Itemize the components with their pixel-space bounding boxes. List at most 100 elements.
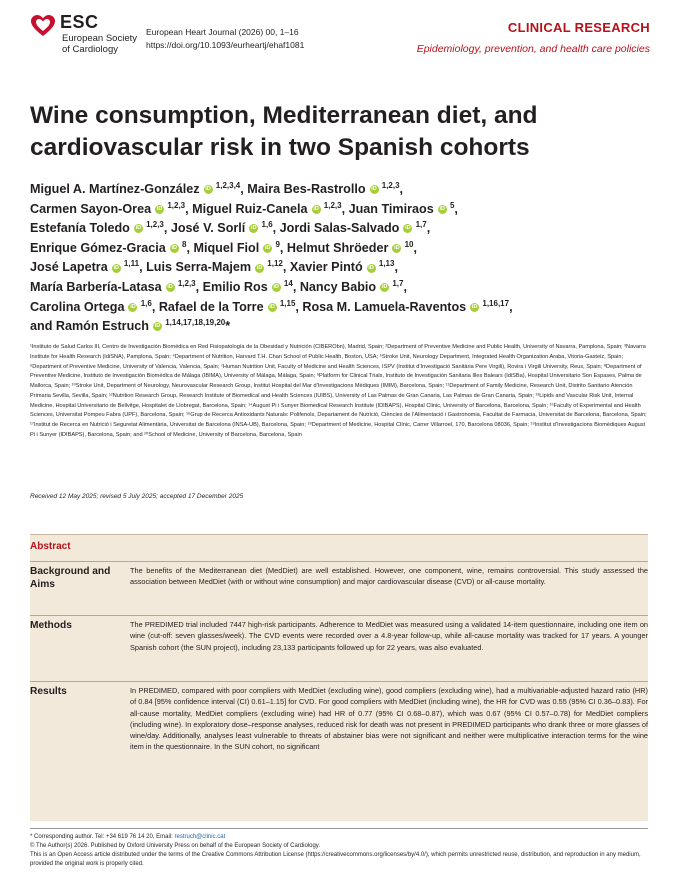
author-affiliation-numbers: 1,15	[277, 298, 296, 308]
author-name: Luis Serra-Majem	[146, 260, 252, 275]
author: Miguel Ruiz-Canela iD 1,2,3,	[192, 200, 345, 216]
author: Estefanía Toledo iD 1,2,3,	[30, 220, 167, 236]
author-affiliation-numbers: 1,2,3	[321, 200, 342, 210]
author-affiliation-numbers: 9	[273, 239, 280, 249]
author-affiliation-numbers: 14	[281, 278, 293, 288]
author-separator: ,	[394, 260, 398, 275]
author-affiliation-numbers: 1,7	[413, 220, 427, 229]
orcid-icon[interactable]: iD	[366, 263, 376, 273]
section-label: CLINICAL RESEARCH	[507, 20, 650, 35]
author-name: Estefanía Toledo	[30, 221, 130, 236]
author-affiliation-numbers: 1,2,3	[175, 278, 196, 288]
orcid-icon[interactable]: iD	[111, 263, 121, 273]
abstract-heading: Abstract	[30, 541, 71, 552]
doi-link[interactable]: https://doi.org/10.1093/eurheartj/ehaf10…	[146, 40, 305, 50]
author: María Barbería-Latasa iD 1,2,3,	[30, 278, 199, 294]
author-affiliation-numbers: 1,6	[259, 220, 273, 229]
author: Xavier Pintó iD 1,13,	[290, 260, 398, 275]
orcid-icon[interactable]: iD	[263, 243, 273, 253]
page-header: ESC European Society of Cardiology Europ…	[30, 12, 650, 68]
author-separator: ,	[292, 279, 297, 294]
author: Juan Timiraos iD 5,	[349, 201, 458, 216]
author: Miguel A. Martínez-González iD 1,2,3,4,	[30, 180, 244, 196]
author-name: Emilio Ros	[202, 279, 268, 294]
orcid-icon[interactable]: iD	[152, 322, 162, 332]
orcid-icon[interactable]: iD	[271, 283, 281, 293]
author: José V. Sorlí iD 1,6,	[171, 220, 276, 236]
author-name: Maira Bes-Rastrollo	[247, 182, 366, 196]
orcid-icon[interactable]: iD	[392, 243, 402, 253]
author-separator: ,	[240, 182, 244, 196]
abstract-section-text: In PREDIMED, compared with poor complier…	[130, 686, 648, 752]
author: Miquel Fiol iD 9,	[193, 239, 283, 255]
author-affiliation-numbers: 1,16,17	[480, 298, 510, 308]
author-separator: ,	[454, 201, 458, 216]
author-separator: ,	[151, 299, 156, 314]
abstract-section-label: Results	[30, 686, 67, 697]
orcid-icon[interactable]: iD	[155, 204, 165, 214]
author-name: Miguel Ruiz-Canela	[192, 201, 308, 216]
author-list: Miguel A. Martínez-González iD 1,2,3,4, M…	[30, 180, 650, 337]
author-affiliation-numbers: 1,2,3,4	[213, 180, 241, 190]
author-separator: ,	[295, 299, 299, 314]
author-name: Miguel A. Martínez-González	[30, 182, 200, 196]
orcid-icon[interactable]: iD	[255, 263, 265, 273]
orcid-icon[interactable]: iD	[249, 224, 259, 234]
author-affiliation-numbers: 1,2,3	[143, 220, 164, 229]
author-separator: ,	[399, 182, 404, 196]
abstract-section-label: Methods	[30, 620, 72, 631]
society-name: European Society of Cardiology	[62, 33, 137, 55]
author-name: José Lapetra	[30, 260, 108, 275]
author-affiliation-numbers: 1,7	[390, 278, 404, 288]
esc-logo[interactable]: ESC European Society of Cardiology	[30, 12, 140, 68]
orcid-icon[interactable]: iD	[267, 302, 277, 312]
author: Nancy Babio iD 1,7,	[300, 278, 407, 294]
abstract-box: Abstract Background and Aims The benefit…	[30, 534, 648, 821]
copyright: © The Author(s) 2026. Published by Oxfor…	[30, 843, 321, 849]
author-separator: ,	[186, 240, 190, 255]
orcid-icon[interactable]: iD	[165, 283, 175, 293]
author: Enrique Gómez-Gracia iD 8,	[30, 239, 190, 255]
section-heading: CLINICAL RESEARCH Epidemiology, preventi…	[417, 20, 650, 55]
abstract-section-text: The PREDIMED trial included 7447 high-ri…	[130, 620, 648, 652]
orcid-icon[interactable]: iD	[169, 243, 179, 253]
author-separator: ,	[413, 240, 418, 255]
license: This is an Open Access article distribut…	[30, 852, 641, 867]
author-name: María Barbería-Latasa	[30, 279, 162, 294]
author-name: Enrique Gómez-Gracia	[30, 240, 166, 255]
email-link[interactable]: restruch@clinic.cat	[174, 834, 226, 840]
author-affiliation-numbers: 10	[402, 239, 414, 249]
abstract-section-text: The benefits of the Mediterranean diet (…	[130, 566, 648, 587]
article-title: Wine consumption, Mediterranean diet, an…	[30, 102, 538, 161]
author-separator: ,	[139, 260, 143, 275]
orcid-icon[interactable]: iD	[128, 302, 138, 312]
author: Jordi Salas-Salvado iD 1,7,	[279, 220, 431, 236]
author: Rafael de la Torre iD 1,15,	[159, 298, 299, 314]
orcid-icon[interactable]: iD	[369, 185, 379, 195]
author: Emilio Ros iD 14,	[202, 278, 297, 294]
abstract-section: Methods The PREDIMED trial included 7447…	[30, 615, 648, 676]
author-affiliation-numbers: 1,12	[265, 259, 283, 269]
author-affiliation-numbers: 1,2,3	[165, 200, 186, 210]
orcid-icon[interactable]: iD	[470, 302, 480, 312]
author: Carmen Sayon-Orea iD 1,2,3,	[30, 200, 189, 216]
author-name: Carmen Sayon-Orea	[30, 201, 152, 216]
author: Luis Serra-Majem iD 1,12,	[146, 259, 286, 275]
orcid-icon[interactable]: iD	[311, 204, 321, 214]
author-separator: ,	[403, 279, 407, 294]
author-name: Rosa M. Lamuela-Raventos	[302, 299, 467, 314]
author-affiliation-numbers: 1,6	[138, 298, 152, 308]
orcid-icon[interactable]: iD	[380, 283, 390, 293]
author-affiliation-numbers: 8	[179, 239, 187, 249]
author-separator: ,	[426, 221, 431, 236]
author-separator: ,	[509, 299, 513, 314]
orcid-icon[interactable]: iD	[403, 224, 413, 234]
author-name: Miquel Fiol	[193, 240, 260, 255]
affiliations: ¹Instituto de Salud Carlos III, Centro d…	[30, 344, 647, 438]
orcid-icon[interactable]: iD	[133, 224, 143, 234]
orcid-icon[interactable]: iD	[437, 204, 447, 214]
abstract-section-label: Background and Aims	[30, 566, 111, 590]
orcid-icon[interactable]: iD	[203, 185, 213, 195]
abstract-section: Results In PREDIMED, compared with poor …	[30, 681, 648, 822]
author-name: Jordi Salas-Salvado	[279, 221, 400, 236]
